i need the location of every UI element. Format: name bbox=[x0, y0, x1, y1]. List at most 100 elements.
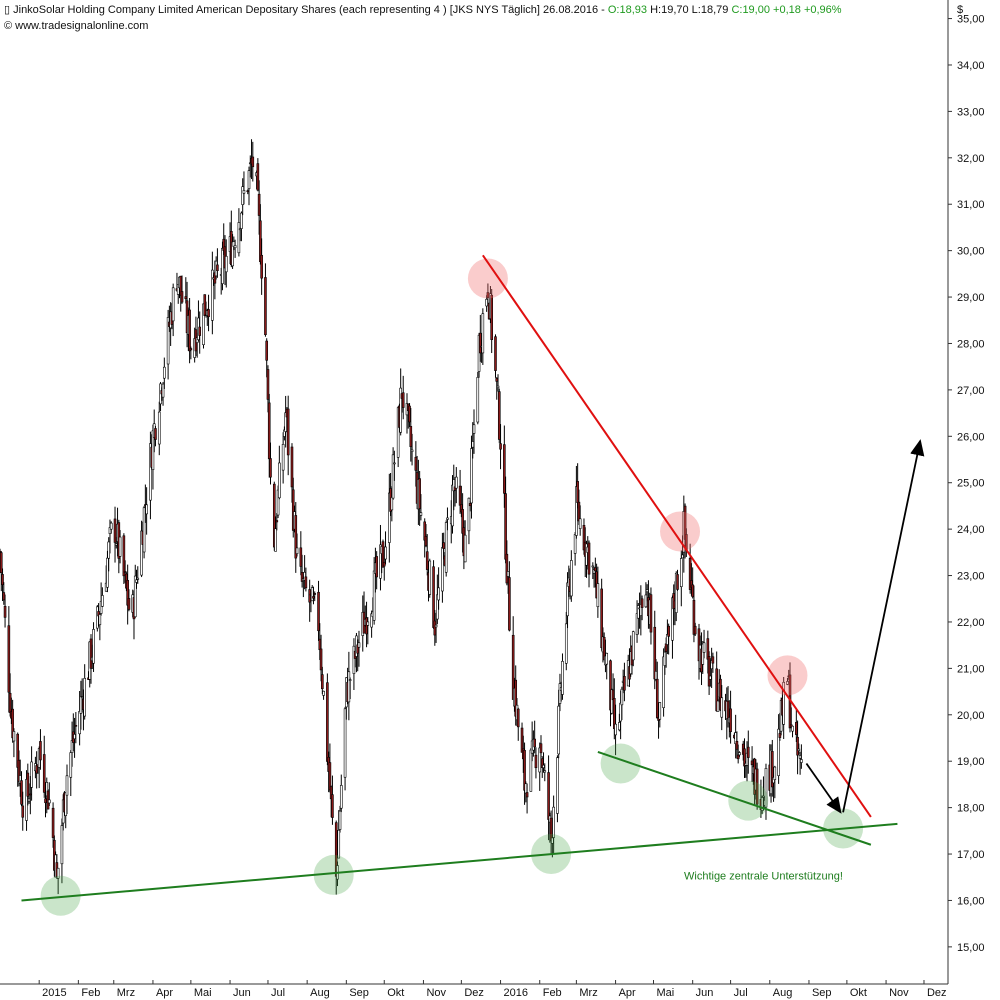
change-value: +0,18 bbox=[773, 4, 801, 16]
x-tick-label: Dez bbox=[927, 987, 947, 999]
candle-body bbox=[257, 193, 261, 216]
candle bbox=[795, 707, 798, 742]
candle bbox=[639, 585, 643, 636]
candle bbox=[750, 746, 754, 782]
candle-body bbox=[534, 754, 538, 769]
candle bbox=[21, 791, 25, 831]
x-tick-label: Okt bbox=[387, 987, 404, 999]
candle bbox=[281, 432, 285, 484]
candle-body bbox=[437, 587, 440, 601]
candle bbox=[384, 531, 387, 565]
candle-body bbox=[576, 481, 579, 503]
candle-body bbox=[596, 583, 600, 608]
y-tick-label: 34,00 bbox=[957, 60, 985, 72]
candle-body bbox=[735, 740, 739, 750]
candle-body bbox=[122, 535, 126, 577]
candle bbox=[211, 251, 214, 335]
candle-body bbox=[746, 746, 750, 758]
candle bbox=[614, 704, 617, 756]
low-value: L:18,79 bbox=[691, 4, 729, 16]
candle-body bbox=[419, 512, 423, 516]
x-tick-label: Apr bbox=[619, 987, 636, 999]
candle-body bbox=[495, 378, 499, 382]
candle-body bbox=[800, 759, 803, 763]
candle bbox=[455, 467, 458, 504]
candle bbox=[620, 686, 624, 721]
x-tick-label: Jul bbox=[734, 987, 748, 999]
candle bbox=[42, 735, 46, 798]
candle bbox=[490, 289, 493, 354]
candle bbox=[348, 677, 352, 700]
candle-body bbox=[467, 497, 471, 532]
candle-body bbox=[496, 385, 500, 389]
instrument-name: JinkoSolar Holding Company Limited Ameri… bbox=[13, 4, 447, 16]
candle-body bbox=[338, 810, 342, 830]
support-touch-marker bbox=[600, 743, 641, 784]
candle bbox=[73, 717, 76, 758]
x-tick-label: Mai bbox=[656, 987, 674, 999]
candle-body bbox=[533, 738, 536, 748]
candle bbox=[140, 520, 143, 578]
candle bbox=[658, 702, 662, 728]
candle-body bbox=[566, 582, 569, 617]
candle-body bbox=[529, 749, 533, 792]
candle bbox=[561, 653, 564, 700]
candle-body bbox=[7, 625, 11, 693]
candle bbox=[286, 395, 290, 476]
candle bbox=[539, 735, 543, 758]
candle bbox=[161, 381, 165, 406]
candle-body bbox=[505, 553, 509, 584]
candle bbox=[470, 435, 473, 519]
candle bbox=[74, 712, 78, 744]
candle bbox=[30, 746, 33, 801]
candle-body bbox=[471, 441, 475, 448]
candle-body bbox=[692, 599, 696, 635]
candle-body bbox=[676, 574, 679, 590]
candle-body bbox=[441, 547, 444, 592]
candle-body bbox=[274, 528, 277, 552]
support-touch-marker bbox=[313, 854, 354, 895]
candle-body bbox=[241, 186, 244, 205]
candle bbox=[35, 751, 38, 789]
change-percent: +0,96% bbox=[803, 4, 842, 16]
candle-body bbox=[260, 254, 263, 279]
candle-body bbox=[720, 697, 724, 718]
y-tick-label: 27,00 bbox=[957, 385, 985, 397]
x-tick-label: Feb bbox=[81, 987, 100, 999]
candle bbox=[331, 775, 334, 825]
candle-body bbox=[605, 652, 609, 665]
candle-body bbox=[516, 708, 520, 728]
candle bbox=[347, 651, 351, 721]
candle-body bbox=[26, 772, 30, 797]
open-value: O:18,93 bbox=[607, 4, 648, 16]
y-tick-label: 20,00 bbox=[957, 710, 985, 722]
candle bbox=[508, 561, 511, 632]
y-tick-label: 30,00 bbox=[957, 246, 985, 258]
candle bbox=[797, 743, 801, 755]
candle-body bbox=[372, 570, 376, 621]
candle bbox=[564, 611, 568, 671]
candle bbox=[127, 589, 131, 612]
candle-body bbox=[281, 444, 285, 471]
candle bbox=[437, 567, 440, 610]
candle bbox=[556, 755, 559, 823]
projection-arrow bbox=[842, 439, 925, 813]
candle-body bbox=[166, 317, 170, 365]
candlestick-icon: ▯ bbox=[4, 4, 11, 16]
candle-body bbox=[337, 829, 341, 859]
candle-body bbox=[620, 688, 624, 706]
x-tick-label: Mrz bbox=[117, 987, 135, 999]
candle-body bbox=[736, 754, 740, 760]
candle-body bbox=[318, 638, 322, 651]
candle-body bbox=[47, 799, 51, 804]
candle bbox=[12, 728, 16, 758]
candle bbox=[734, 714, 737, 759]
candle bbox=[552, 795, 555, 855]
y-tick-label: 17,00 bbox=[957, 849, 985, 861]
candle bbox=[308, 579, 311, 622]
candle bbox=[96, 605, 99, 632]
candle-body bbox=[51, 807, 55, 838]
candle-body bbox=[343, 708, 347, 778]
candle-body bbox=[658, 702, 662, 720]
candle-body bbox=[702, 642, 706, 653]
